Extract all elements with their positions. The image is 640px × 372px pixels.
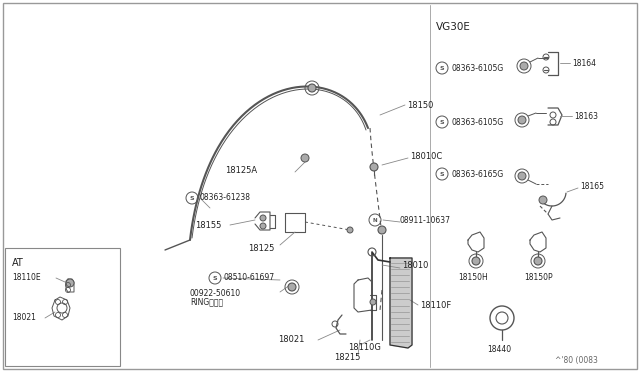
Text: 18021: 18021 xyxy=(278,336,305,344)
Text: 18165: 18165 xyxy=(580,182,604,190)
Text: 08363-6105G: 08363-6105G xyxy=(452,64,504,73)
Polygon shape xyxy=(390,258,412,348)
Text: 00922-50610: 00922-50610 xyxy=(190,289,241,298)
Circle shape xyxy=(472,257,480,265)
Text: 18125: 18125 xyxy=(248,244,275,253)
Text: N: N xyxy=(372,218,378,222)
Circle shape xyxy=(539,196,547,204)
Text: 18150P: 18150P xyxy=(524,273,552,282)
Text: S: S xyxy=(212,276,218,280)
Text: 08911-10637: 08911-10637 xyxy=(400,215,451,224)
Circle shape xyxy=(301,154,309,162)
Text: 18163: 18163 xyxy=(574,112,598,121)
Circle shape xyxy=(308,84,316,92)
Text: 18215: 18215 xyxy=(334,353,360,362)
Text: 18021: 18021 xyxy=(12,314,36,323)
Text: 08363-6165G: 08363-6165G xyxy=(452,170,504,179)
Text: 18110G: 18110G xyxy=(348,343,381,353)
Circle shape xyxy=(260,223,266,229)
Circle shape xyxy=(347,227,353,233)
Text: VG30E: VG30E xyxy=(436,22,471,32)
Text: 18010: 18010 xyxy=(402,262,428,270)
Text: 18164: 18164 xyxy=(572,58,596,67)
Circle shape xyxy=(288,283,296,291)
Text: S: S xyxy=(440,65,444,71)
Text: 18440: 18440 xyxy=(487,346,511,355)
Text: ^'80 (0083: ^'80 (0083 xyxy=(555,356,598,365)
Text: 08510-61697: 08510-61697 xyxy=(224,273,275,282)
Circle shape xyxy=(370,163,378,171)
Text: 08363-6105G: 08363-6105G xyxy=(452,118,504,126)
Text: 18010C: 18010C xyxy=(410,151,442,160)
Circle shape xyxy=(66,279,74,287)
Text: 18125A: 18125A xyxy=(225,166,257,174)
Circle shape xyxy=(518,116,526,124)
Bar xyxy=(5,248,120,366)
Text: 18150: 18150 xyxy=(407,100,433,109)
Circle shape xyxy=(520,62,528,70)
Text: S: S xyxy=(440,171,444,176)
Text: 18155: 18155 xyxy=(195,221,221,230)
Circle shape xyxy=(370,299,376,305)
Circle shape xyxy=(534,257,542,265)
Text: S: S xyxy=(440,119,444,125)
Text: 08363-61238: 08363-61238 xyxy=(200,192,251,202)
Text: RINGリング: RINGリング xyxy=(190,298,223,307)
Text: 18150H: 18150H xyxy=(458,273,488,282)
Circle shape xyxy=(378,226,386,234)
Circle shape xyxy=(260,215,266,221)
Text: 18110E: 18110E xyxy=(12,273,40,282)
Text: 18110F: 18110F xyxy=(420,301,451,310)
Text: AT: AT xyxy=(12,258,24,268)
Circle shape xyxy=(518,172,526,180)
Text: S: S xyxy=(189,196,195,201)
